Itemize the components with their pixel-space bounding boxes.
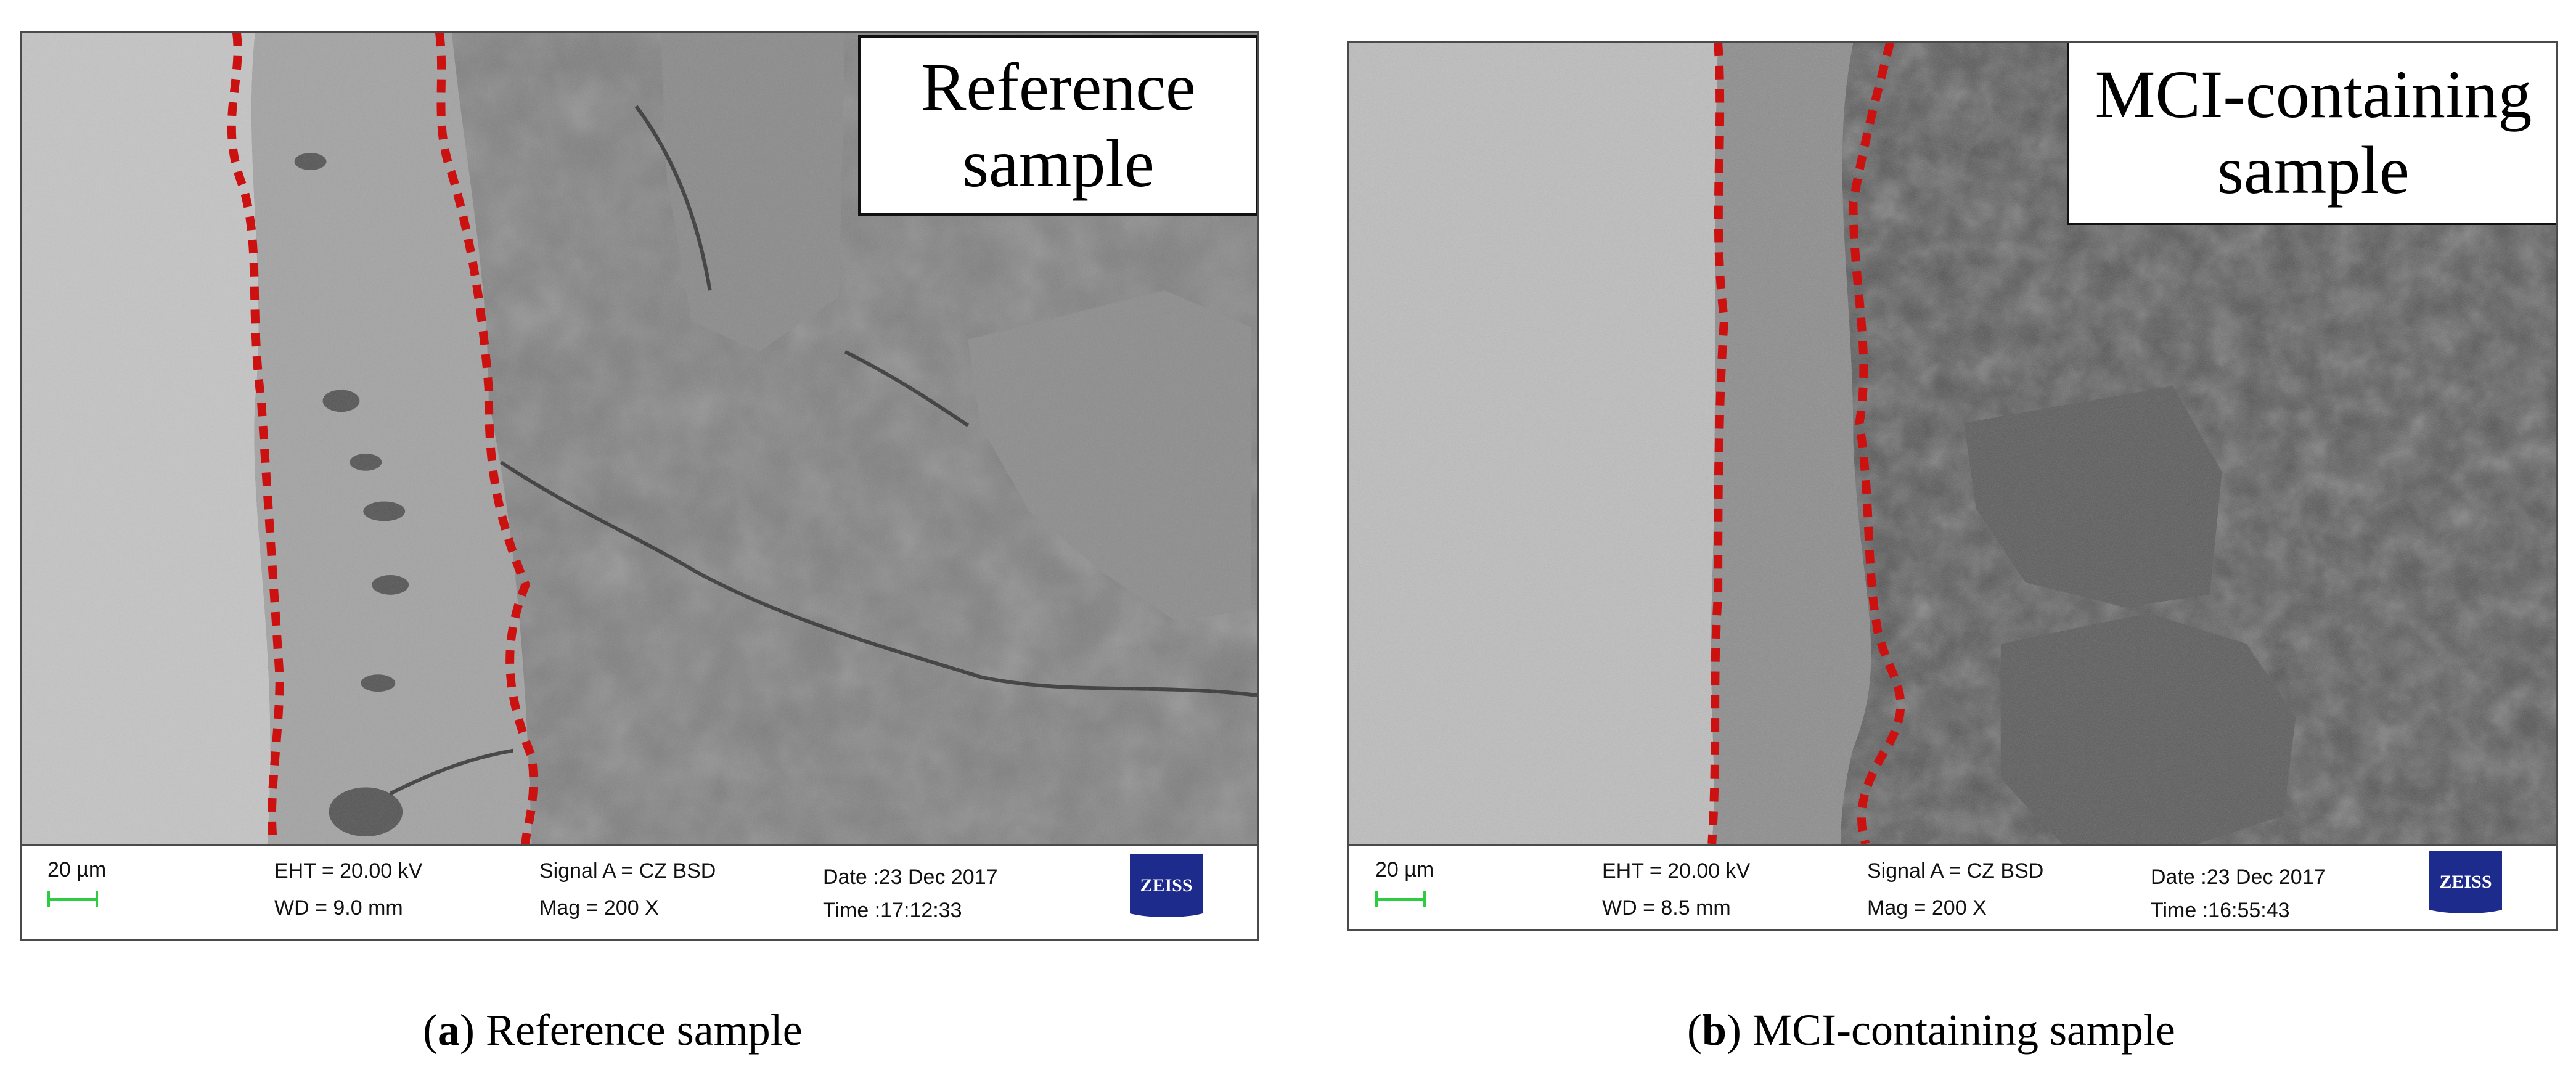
signal-value: Signal A = CZ BSD [539, 859, 716, 883]
zeiss-logo: ZEISS [2429, 851, 2502, 913]
svg-text:ZEISS: ZEISS [1140, 875, 1192, 896]
scale-bar [47, 891, 98, 907]
panel-a: Reference sample 20 µm EHT = 20.00 kV WD… [20, 31, 1259, 941]
sem-micrograph-mci: MCI-containing sample [1347, 41, 2558, 846]
caption-text: Reference sample [485, 1005, 803, 1055]
scale-label: 20 µm [47, 858, 107, 881]
boundary-line-inner [227, 33, 284, 844]
eht-value: EHT = 20.00 kV [274, 859, 423, 883]
time-value: Time :17:12:33 [823, 899, 962, 922]
sem-databar: 20 µm EHT = 20.00 kV WD = 8.5 mm Signal … [1347, 846, 2558, 931]
sample-label-box: MCI-containing sample [2067, 43, 2556, 225]
scale-bar [1375, 891, 1426, 907]
boundary-line-outer [1849, 43, 1905, 844]
date-value: Date :23 Dec 2017 [2151, 865, 2326, 889]
wd-value: WD = 9.0 mm [274, 896, 403, 920]
signal-value: Signal A = CZ BSD [1867, 859, 2044, 883]
date-value: Date :23 Dec 2017 [823, 865, 998, 889]
wd-value: WD = 8.5 mm [1602, 896, 1731, 920]
sem-micrograph-reference: Reference sample [20, 31, 1259, 846]
eht-value: EHT = 20.00 kV [1602, 859, 1751, 883]
scale-label: 20 µm [1375, 858, 1434, 881]
time-value: Time :16:55:43 [2151, 899, 2290, 922]
sample-label-line2: sample [962, 125, 1155, 201]
sem-databar: 20 µm EHT = 20.00 kV WD = 9.0 mm Signal … [20, 846, 1259, 941]
caption-letter: a [437, 1005, 460, 1055]
svg-text:ZEISS: ZEISS [2439, 872, 2492, 892]
sample-label-line1: MCI-containing [2095, 56, 2532, 132]
sample-label-line2: sample [2217, 133, 2410, 208]
caption-letter: b [1701, 1005, 1727, 1055]
boundary-line-inner [1707, 43, 1729, 844]
sample-label-box: Reference sample [858, 35, 1257, 216]
mag-value: Mag = 200 X [539, 896, 659, 920]
zeiss-logo: ZEISS [1130, 854, 1203, 917]
panel-b: MCI-containing sample 20 µm EHT = 20.00 … [1347, 41, 2558, 931]
sample-label-line1: Reference [921, 49, 1196, 125]
caption-a: (a) Reference sample [423, 1005, 803, 1055]
caption-b: (b) MCI-containing sample [1687, 1005, 2175, 1055]
caption-text: MCI-containing sample [1752, 1005, 2175, 1055]
mag-value: Mag = 200 X [1867, 896, 1987, 920]
